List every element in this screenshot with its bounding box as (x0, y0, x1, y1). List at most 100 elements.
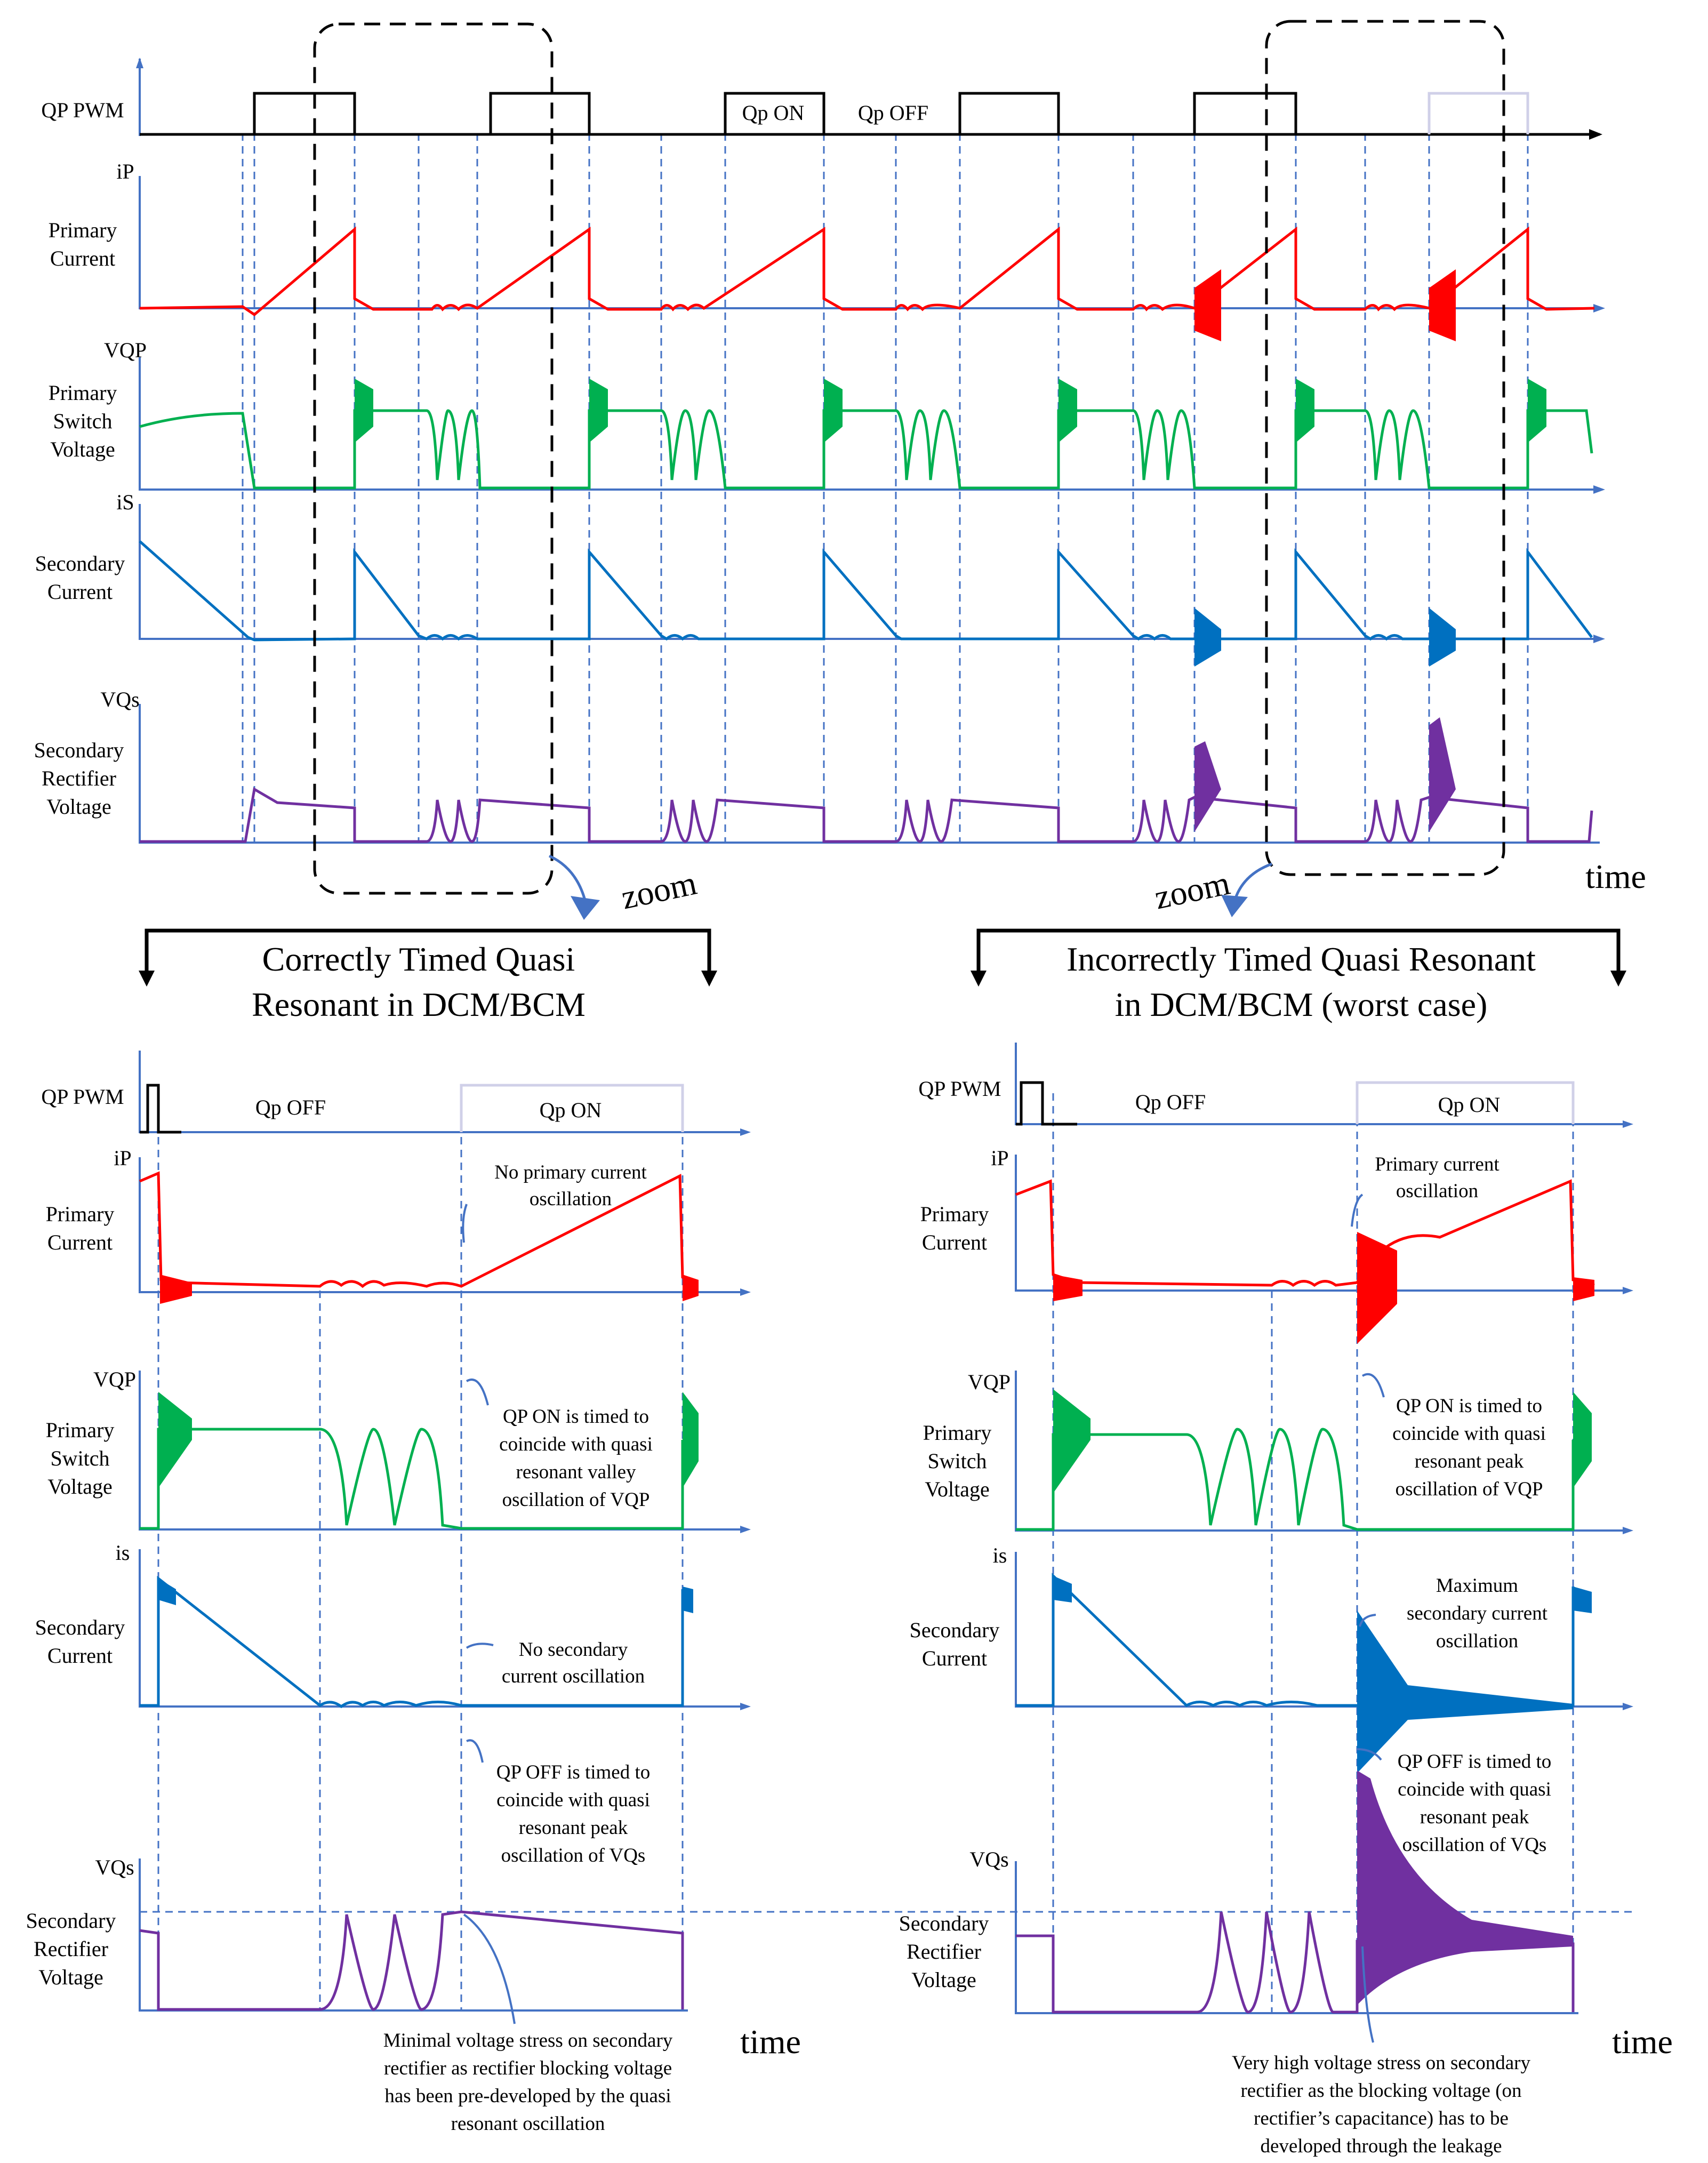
right-secondary-voltage-line2: Rectifier (907, 1940, 981, 1964)
top-primary-voltage-line2: Switch (53, 409, 112, 433)
left-vqs-axis: VQs (95, 1855, 134, 1879)
top-primary-current-wave (139, 226, 1595, 317)
right-note-secondary-pointer (1359, 1614, 1376, 1627)
right-primary-current-ringing (1053, 1232, 1594, 1344)
left-note-qp-on-line3: resonant valley (516, 1461, 636, 1483)
left-note-bottom-pointer (463, 1913, 516, 2024)
right-note-bottom-line1: Very high voltage stress on secondary (1232, 2052, 1531, 2074)
right-note-secondary-line2: secondary current (1407, 1603, 1548, 1624)
top-primary-voltage-line1: Primary (49, 381, 117, 405)
right-note-primary-pointer (1351, 1193, 1364, 1227)
right-primary-current-line1: Primary (920, 1202, 989, 1226)
left-note-secondary-line1: No secondary (519, 1639, 628, 1661)
left-secondary-current-wave (140, 1575, 684, 1709)
left-primary-current-ringing (160, 1275, 699, 1304)
left-primary-current-wave (139, 1171, 694, 1288)
left-note-primary-line1: No primary current (494, 1161, 647, 1183)
right-secondary-voltage-ringing (1357, 1771, 1573, 2005)
left-secondary-voltage-line2: Rectifier (34, 1937, 108, 1961)
right-secondary-current-line1: Secondary (910, 1618, 1000, 1642)
left-note-secondary-line2: current oscillation (502, 1665, 645, 1687)
left-primary-voltage-line1: Primary (46, 1418, 115, 1442)
right-qp-on-label: Qp ON (1438, 1093, 1501, 1117)
right-note-qp-off-line3: resonant peak (1420, 1806, 1529, 1828)
zoom-box-right (1265, 20, 1505, 876)
left-secondary-current-line1: Secondary (35, 1615, 125, 1639)
left-qp-off-label: Qp OFF (255, 1095, 326, 1119)
top-qp-off-label: Qp OFF (858, 101, 928, 125)
top-vqs-axis-label: VQs (100, 687, 139, 711)
top-primary-current-ringing-1 (1194, 269, 1221, 341)
left-note-qp-off-line3: resonant peak (519, 1817, 628, 1839)
top-secondary-current-wave (139, 540, 1593, 642)
right-note-bottom-pointer (1361, 1946, 1374, 2043)
top-primary-current-line2: Current (50, 246, 115, 270)
top-is-axis-label: iS (116, 490, 134, 514)
left-secondary-voltage-line1: Secondary (26, 1909, 116, 1933)
right-note-primary-line2: oscillation (1396, 1180, 1478, 1202)
top-vqp-axis-label: VQP (104, 338, 147, 362)
left-primary-current-line2: Current (47, 1230, 113, 1254)
left-panel-axes (139, 1051, 751, 2012)
right-note-qp-off-line2: coincide with quasi (1398, 1779, 1551, 1800)
left-title-line1: Correctly Timed Quasi (262, 940, 575, 978)
left-note-qp-off-pointer (466, 1739, 484, 1763)
left-vqp-axis: VQP (93, 1367, 136, 1391)
left-is-axis: is (116, 1541, 130, 1565)
right-title-line1: Incorrectly Timed Quasi Resonant (1067, 940, 1536, 978)
right-qp-off-label: Qp OFF (1135, 1090, 1206, 1114)
left-secondary-current-line2: Current (47, 1644, 113, 1668)
right-primary-current-wave (1015, 1179, 1595, 1287)
zoom-arrow-right (1233, 862, 1272, 902)
left-note-qp-off-line4: oscillation of VQs (501, 1845, 646, 1866)
right-note-qp-on-pointer (1361, 1373, 1385, 1398)
top-secondary-voltage-line2: Rectifier (42, 766, 116, 790)
top-secondary-current-ringing (1194, 608, 1456, 667)
zoom-label-left: zoom (618, 863, 700, 916)
top-pwm-next-pulse (1428, 92, 1529, 134)
left-note-qp-on-line2: coincide with quasi (499, 1433, 653, 1455)
right-pwm-label: QP PWM (918, 1077, 1001, 1101)
left-note-primary-line2: oscillation (530, 1188, 612, 1210)
right-ip-axis: iP (991, 1146, 1008, 1170)
zoom-box-left (313, 22, 554, 895)
right-is-axis: is (993, 1543, 1007, 1567)
right-secondary-voltage-line1: Secondary (899, 1911, 989, 1935)
top-primary-current-line1: Primary (49, 218, 117, 242)
top-time-label: time (1585, 858, 1646, 895)
left-note-qp-on-line1: QP ON is timed to (503, 1406, 649, 1428)
left-qp-on-label: Qp ON (540, 1098, 602, 1122)
right-vqp-axis: VQP (968, 1370, 1011, 1394)
right-vqs-axis: VQs (969, 1847, 1008, 1871)
left-time-label: time (740, 2023, 801, 2061)
right-title-bracket (976, 928, 1621, 981)
right-title-line2: in DCM/BCM (worst case) (1115, 986, 1488, 1023)
right-note-qp-off-pointer (1357, 1748, 1382, 1761)
left-pwm-label: QP PWM (41, 1085, 124, 1109)
left-note-bottom-line2: rectifier as rectifier blocking voltage (384, 2057, 672, 2079)
left-secondary-voltage-wave (139, 1910, 684, 2011)
top-timing-markers (242, 133, 1529, 843)
top-pwm-label: QP PWM (41, 98, 124, 122)
right-primary-voltage-line1: Primary (923, 1421, 992, 1445)
right-primary-voltage-line3: Voltage (925, 1477, 989, 1501)
top-qp-on-label: Qp ON (742, 101, 805, 125)
left-note-qp-on-line4: oscillation of VQP (502, 1489, 650, 1511)
left-secondary-voltage-line3: Voltage (38, 1965, 103, 1989)
left-pwm-on-box (460, 1084, 684, 1132)
top-axes (136, 58, 1605, 844)
top-primary-voltage-wave (139, 409, 1593, 490)
right-secondary-current-line2: Current (922, 1646, 987, 1670)
left-ip-axis: iP (114, 1146, 131, 1170)
left-secondary-current-ringing (158, 1579, 693, 1613)
right-note-qp-off-line4: oscillation of VQs (1402, 1834, 1547, 1856)
right-note-bottom-line2: rectifier as the blocking voltage (on (1240, 2080, 1521, 2102)
left-note-qp-off-line2: coincide with quasi (496, 1789, 650, 1811)
top-secondary-voltage-ringing (1194, 717, 1456, 843)
left-title-line2: Resonant in DCM/BCM (252, 986, 586, 1023)
right-note-qp-on-line2: coincide with quasi (1392, 1423, 1546, 1445)
right-primary-voltage-wave (1016, 1428, 1575, 1531)
right-note-qp-on-line1: QP ON is timed to (1396, 1395, 1542, 1417)
top-primary-voltage-ringing (355, 379, 1546, 443)
